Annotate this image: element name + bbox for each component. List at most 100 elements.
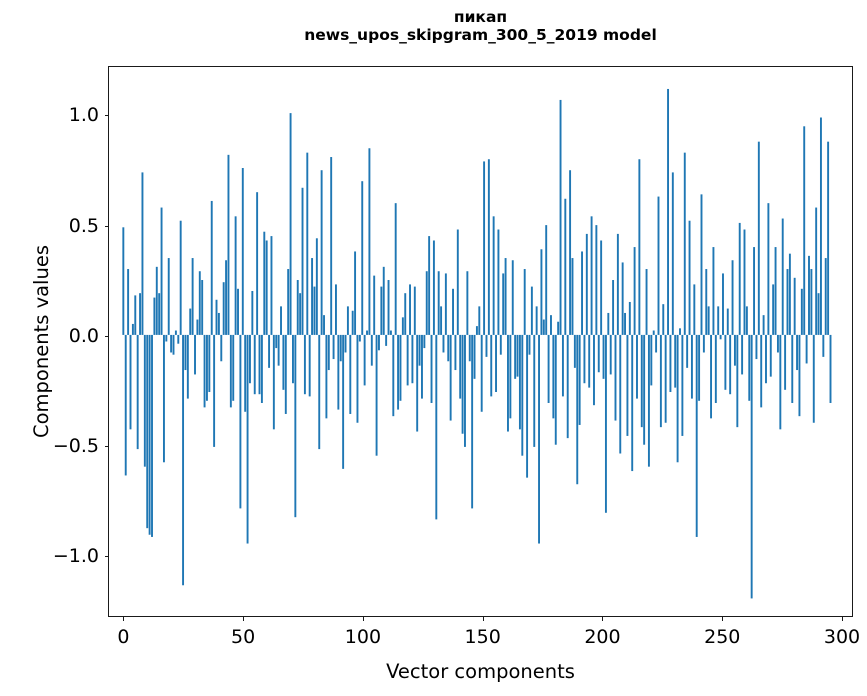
bar: [442, 334, 445, 353]
bar: [776, 334, 779, 353]
bar: [502, 273, 505, 335]
bar: [693, 284, 696, 335]
chart-title-line1: пикап: [453, 8, 508, 26]
bar: [683, 152, 686, 335]
bar: [585, 233, 588, 335]
bar: [552, 334, 555, 419]
bar: [272, 334, 275, 430]
bar: [573, 334, 576, 368]
bar: [652, 330, 655, 335]
bar: [246, 334, 249, 544]
bar: [459, 334, 462, 399]
bar: [198, 271, 201, 335]
bar: [177, 334, 180, 344]
bar: [358, 334, 361, 342]
bar: [597, 334, 600, 373]
bar: [793, 277, 796, 335]
bar: [695, 334, 698, 537]
bar: [325, 334, 328, 419]
bar: [624, 312, 626, 335]
bar: [547, 334, 550, 403]
bar: [139, 293, 142, 335]
bar: [492, 216, 495, 335]
bar: [540, 249, 543, 335]
bar: [432, 240, 435, 335]
bar: [581, 251, 583, 335]
bar: [215, 299, 218, 335]
bar: [270, 236, 273, 335]
bar: [719, 334, 722, 340]
bar: [382, 266, 385, 335]
bar: [411, 334, 414, 384]
bar: [631, 334, 634, 472]
bar: [351, 310, 354, 335]
chart-title-line2: news_upos_skipgram_300_5_2019 model: [304, 26, 657, 45]
bar: [287, 269, 290, 335]
bar: [791, 334, 794, 403]
x-tick-label: 300: [823, 626, 861, 648]
bar: [413, 286, 416, 335]
x-tick-mark: [602, 616, 604, 621]
bar: [394, 203, 397, 335]
x-tick-label: 200: [584, 626, 621, 648]
bar: [327, 334, 330, 371]
bar: [550, 315, 552, 335]
bar: [284, 334, 287, 414]
x-tick-label: 0: [117, 626, 130, 648]
bar: [141, 172, 144, 335]
bar: [705, 269, 708, 335]
bar: [604, 334, 607, 513]
bar: [356, 334, 359, 423]
bar: [538, 334, 540, 544]
x-tick-label: 250: [704, 626, 741, 648]
plot-area: [109, 67, 852, 616]
bar: [306, 152, 309, 335]
bar: [466, 271, 469, 335]
bar: [564, 198, 567, 335]
bar: [774, 247, 777, 335]
bar: [487, 159, 490, 335]
bar: [241, 168, 244, 335]
bar: [217, 312, 220, 335]
bar: [335, 284, 337, 335]
bar: [301, 187, 304, 335]
bar: [461, 334, 464, 434]
bar: [146, 334, 149, 529]
bar: [160, 207, 163, 335]
bar: [468, 334, 471, 362]
bar: [741, 334, 744, 375]
bar: [609, 334, 612, 375]
bar: [561, 334, 564, 397]
bar: [401, 317, 404, 335]
bar: [368, 148, 371, 335]
bar: [456, 229, 459, 335]
bar: [788, 253, 791, 335]
bar: [244, 334, 247, 412]
bar: [361, 181, 364, 335]
bar: [251, 290, 254, 335]
y-tick-label: −1.0: [52, 545, 99, 568]
bar: [332, 334, 335, 360]
x-tick-mark: [482, 616, 484, 621]
bar: [349, 334, 352, 414]
bar: [435, 334, 438, 520]
bar: [578, 334, 581, 425]
bar: [593, 334, 595, 406]
x-tick-label: 50: [231, 626, 256, 648]
bar: [535, 306, 538, 335]
bar: [227, 154, 230, 335]
bar: [222, 282, 225, 335]
bar: [225, 260, 228, 335]
bar: [659, 334, 662, 428]
bar: [196, 319, 199, 335]
bar: [700, 194, 703, 335]
bar: [165, 334, 168, 342]
bar: [755, 334, 758, 360]
y-axis-label: Components values: [30, 245, 53, 438]
bar: [530, 286, 533, 335]
bar: [234, 216, 237, 335]
bar: [571, 258, 574, 335]
bar: [444, 273, 447, 335]
bar: [342, 334, 345, 469]
